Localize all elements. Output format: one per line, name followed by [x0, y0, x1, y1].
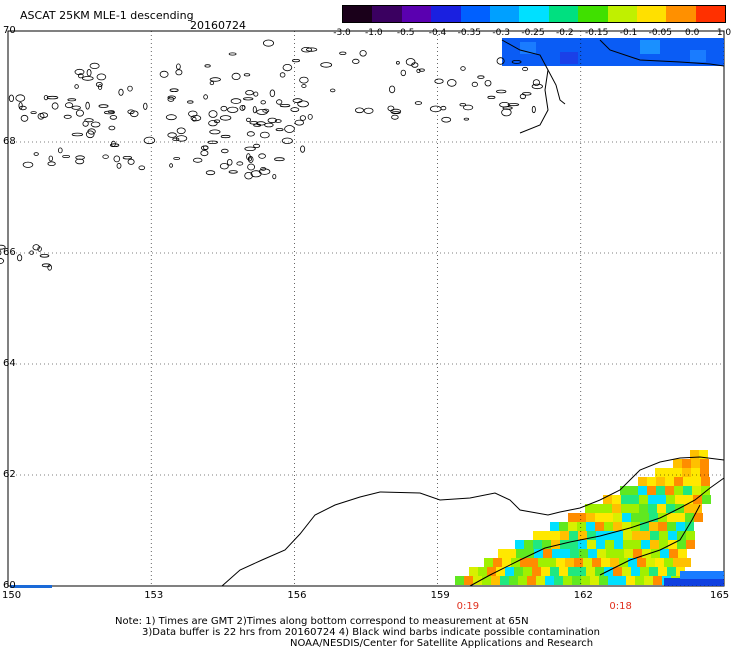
colorbar-label: -0.3 — [492, 28, 510, 38]
swath-se-corner — [664, 571, 724, 586]
y-tick-label: 68 — [3, 136, 16, 147]
colorbar-swatch — [578, 6, 608, 22]
y-tick-label: 60 — [3, 580, 16, 591]
y-tick-label: 62 — [3, 469, 16, 480]
y-tick-label: 64 — [3, 358, 16, 369]
colorbar-swatch — [666, 6, 696, 22]
colorbar-swatch — [607, 6, 637, 22]
colorbar-swatch — [343, 6, 373, 22]
scale-bar — [10, 585, 52, 588]
time-label: 0:19 — [456, 601, 480, 612]
colorbar-label: -0.35 — [457, 28, 481, 38]
colorbar-label: -0.15 — [585, 28, 609, 38]
colorbar-swatch — [372, 6, 402, 22]
note-line-3: NOAA/NESDIS/Center for Satellite Applica… — [290, 638, 594, 649]
colorbar-swatch — [460, 6, 490, 22]
colorbar-label: -0.25 — [521, 28, 545, 38]
x-tick-label: 156 — [287, 590, 307, 601]
colorbar-label: 0.0 — [684, 28, 700, 38]
colorbar-label: -0.05 — [648, 28, 672, 38]
colorbar-swatch — [695, 6, 726, 22]
colorbar-label: -0.5 — [396, 28, 415, 38]
map-title: ASCAT 25KM MLE-1 descending — [20, 9, 194, 22]
colorbar-swatch — [431, 6, 461, 22]
y-tick-label: 66 — [3, 247, 16, 258]
swath-north — [502, 38, 724, 66]
grid — [7, 30, 725, 587]
colorbar-swatch — [519, 6, 549, 22]
colorbar-label: -0.1 — [619, 28, 638, 38]
colorbar-swatch — [548, 6, 579, 22]
colorbar-swatch — [401, 6, 432, 22]
note-line-2: 3)Data buffer is 22 hrs from 20160724 4)… — [142, 627, 600, 638]
lake-outlines — [0, 39, 543, 271]
plot-frame — [7, 30, 725, 587]
colorbar-label: -1.0 — [365, 28, 383, 38]
time-label: 0:18 — [609, 601, 632, 612]
x-tick-label: 153 — [144, 590, 164, 601]
colorbar-label: -0.2 — [556, 28, 574, 38]
colorbar-swatch — [489, 6, 520, 22]
x-tick-label: 159 — [430, 590, 450, 601]
x-tick-label: 162 — [573, 590, 593, 601]
colorbar-label: -3.0 — [333, 28, 351, 38]
note-line-1: Note: 1) Times are GMT 2)Times along bot… — [115, 616, 529, 627]
colorbar — [342, 5, 726, 23]
x-tick-label: 150 — [2, 590, 22, 601]
swath-south — [455, 450, 711, 585]
x-tick-label: 165 — [710, 590, 730, 601]
colorbar-swatch — [636, 6, 667, 22]
y-tick-label: 70 — [3, 25, 16, 36]
colorbar-label: -0.4 — [428, 28, 447, 38]
coastlines — [221, 39, 725, 587]
map-date: 20160724 — [190, 19, 246, 32]
